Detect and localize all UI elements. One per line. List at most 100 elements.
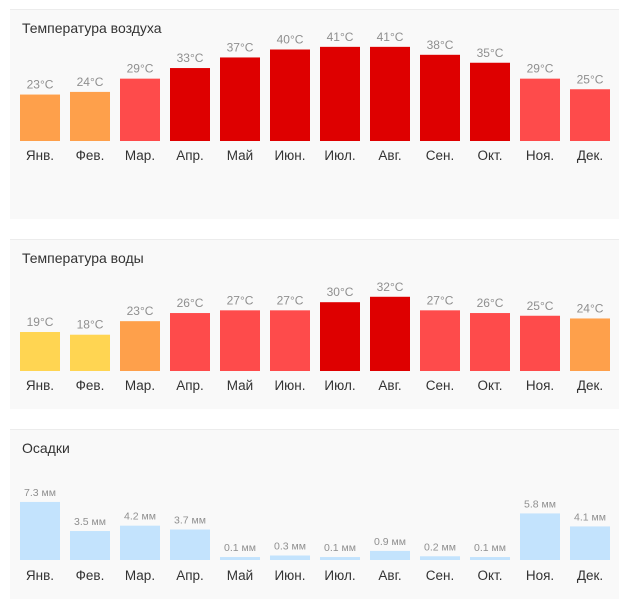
air-temperature-panel: Температура воздуха 23°C Янв. 24°C Фев. 29°C… [10,9,619,219]
rain-bar-10 [470,557,510,560]
air-bar-9 [420,54,460,141]
water-value-label-7: 30°C [327,285,354,299]
rain-bar-5 [220,557,260,560]
water-value-label-5: 27°C [227,293,254,307]
air-value-label-8: 41°C [377,30,404,44]
air-value-label-5: 37°C [227,40,254,54]
air-temperature-title: Температура воздуха [22,20,162,36]
rain-value-label-4: 3.7 мм [174,514,206,526]
water-month-label-4: Апр. [176,378,204,393]
air-bar-8 [370,46,410,141]
rain-value-label-6: 0.3 мм [274,541,306,553]
water-value-label-1: 19°C [27,315,54,329]
water-bar-2 [70,334,110,371]
water-month-label-3: Мар. [125,378,155,393]
water-bar-12 [570,318,610,371]
air-bar-10 [470,62,510,141]
precipitation-chart: 7.3 мм Янв. 3.5 мм Фев. 4.2 мм Мар. 3.7 мм Апр.… [20,487,610,583]
rain-month-label-12: Дек. [577,568,603,583]
water-bar-8 [370,296,410,371]
rain-bar-11 [520,513,560,560]
rain-bar-7 [320,557,360,560]
rain-value-label-12: 4.1 мм [574,511,606,523]
air-value-label-10: 35°C [477,46,504,60]
air-value-label-11: 29°C [527,62,554,76]
air-value-label-12: 25°C [577,72,604,86]
water-value-label-8: 32°C [377,280,404,294]
water-month-label-5: Май [227,378,253,393]
air-month-label-11: Ноя. [526,148,554,163]
rain-month-label-11: Ноя. [526,568,554,583]
water-value-label-3: 23°C [127,304,154,318]
water-value-label-6: 27°C [277,293,304,307]
rain-month-label-6: Июн. [274,568,305,583]
rain-value-label-1: 7.3 мм [24,487,56,499]
rain-bar-6 [270,555,310,560]
rain-bar-4 [170,529,210,560]
air-temperature-chart: 23°C Янв. 24°C Фев. 29°C Мар. 33°C Апр. 37°C Май 4… [20,30,610,163]
rain-month-label-2: Фев. [76,568,105,583]
air-value-label-3: 29°C [127,62,154,76]
air-month-label-6: Июн. [274,148,305,163]
air-month-label-12: Дек. [577,148,603,163]
water-value-label-12: 24°C [577,301,604,315]
air-month-label-2: Фев. [76,148,105,163]
air-month-label-4: Апр. [176,148,204,163]
air-month-label-10: Окт. [478,148,503,163]
water-month-label-11: Ноя. [526,378,554,393]
water-month-label-10: Окт. [478,378,503,393]
water-bar-4 [170,313,210,371]
water-bar-9 [420,310,460,371]
rain-bar-8 [370,550,410,560]
water-bar-3 [120,321,160,371]
rain-month-label-4: Апр. [176,568,204,583]
water-month-label-7: Июл. [324,378,355,393]
water-bar-6 [270,310,310,371]
air-value-label-2: 24°C [77,75,104,89]
air-month-label-8: Авг. [378,148,401,163]
rain-value-label-2: 3.5 мм [74,516,106,528]
rain-bar-12 [570,526,610,560]
rain-month-label-1: Янв. [26,568,54,583]
air-value-label-7: 41°C [327,30,354,44]
rain-bar-2 [70,531,110,560]
air-month-label-3: Мар. [125,148,155,163]
rain-value-label-10: 0.1 мм [474,542,506,554]
air-bar-7 [320,46,360,141]
water-month-label-1: Янв. [26,378,54,393]
air-value-label-1: 23°C [27,78,54,92]
air-value-label-9: 38°C [427,38,454,52]
rain-value-label-5: 0.1 мм [224,542,256,554]
rain-value-label-3: 4.2 мм [124,511,156,523]
rain-month-label-3: Мар. [125,568,155,583]
rain-month-label-8: Авг. [378,568,401,583]
water-value-label-4: 26°C [177,296,204,310]
rain-month-label-10: Окт. [478,568,503,583]
water-month-label-8: Авг. [378,378,401,393]
water-value-label-10: 26°C [477,296,504,310]
water-month-label-12: Дек. [577,378,603,393]
rain-bar-9 [420,556,460,560]
water-bar-11 [520,315,560,371]
rain-month-label-9: Сен. [426,568,454,583]
precipitation-title: Осадки [22,440,70,456]
precipitation-panel: Осадки 7.3 мм Янв. 3.5 мм Фев. 4.2 мм Мар. 3.7… [10,429,619,599]
water-bar-5 [220,310,260,371]
air-value-label-6: 40°C [277,33,304,47]
rain-value-label-7: 0.1 мм [324,542,356,554]
air-bar-3 [120,78,160,141]
water-month-label-2: Фев. [76,378,105,393]
water-bar-1 [20,332,60,371]
water-temperature-chart: 19°C Янв. 18°C Фев. 23°C Мар. 26°C Апр. 27°C Май 2… [20,280,610,393]
water-temperature-panel: Температура воды 19°C Янв. 18°C Фев. 23°C Мар… [10,239,619,409]
air-bar-4 [170,68,210,141]
air-month-label-9: Сен. [426,148,454,163]
air-bar-11 [520,78,560,141]
rain-value-label-9: 0.2 мм [424,541,456,553]
water-bar-10 [470,313,510,371]
air-value-label-4: 33°C [177,51,204,65]
water-month-label-6: Июн. [274,378,305,393]
rain-bar-1 [20,501,60,560]
air-month-label-5: Май [227,148,253,163]
rain-month-label-5: Май [227,568,253,583]
